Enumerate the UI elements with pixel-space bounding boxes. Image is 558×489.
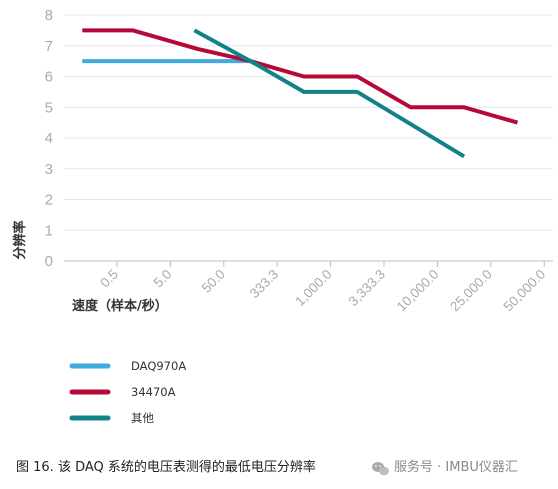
legend-label: 34470A (131, 385, 176, 399)
x-tick-label: 25,000.0 (447, 267, 495, 315)
y-tick-label: 4 (45, 130, 53, 147)
series-line (193, 28, 466, 159)
x-tick-label: 1,000.0 (292, 267, 334, 309)
y-tick-label: 5 (45, 99, 53, 116)
y-tick-label: 0 (45, 253, 53, 270)
y-tick-label: 3 (45, 161, 53, 178)
y-tick-label: 6 (45, 69, 53, 86)
watermark-text: 服务号 · IMBU仪器汇 (394, 459, 518, 475)
watermark: 服务号 · IMBU仪器汇 (372, 459, 518, 476)
y-tick-label: 1 (45, 222, 53, 239)
x-axis-label: 速度（样本/秒） (72, 298, 168, 314)
legend-label: DAQ970A (131, 359, 186, 373)
figure-caption: 图 16. 该 DAQ 系统的电压表测得的最低电压分辨率 (16, 459, 316, 475)
grid-lines (64, 14, 553, 262)
y-axis-label: 分辨率 (12, 220, 28, 259)
x-tick-label: 50.0 (199, 267, 228, 296)
x-tick-label: 333.3 (247, 267, 282, 302)
y-tick-label: 8 (45, 7, 53, 24)
x-tick-label: 10,000.0 (394, 267, 442, 315)
y-tick-label: 7 (45, 38, 53, 55)
series-line (82, 28, 519, 125)
x-tick-label: 3,333.3 (346, 267, 388, 309)
x-tick-marks (116, 261, 545, 267)
x-tick-label: 5.0 (151, 267, 175, 291)
x-tick-label: 0.5 (97, 267, 121, 291)
y-tick-labels: 0 1 2 3 4 5 6 7 8 (45, 7, 53, 270)
y-tick-label: 2 (45, 192, 53, 209)
legend-label: 其他 (131, 411, 154, 425)
series-lines (82, 28, 519, 159)
wechat-icon (372, 462, 389, 476)
x-tick-label: 50,000.0 (501, 267, 549, 315)
legend: DAQ970A 34470A 其他 (69, 359, 186, 425)
